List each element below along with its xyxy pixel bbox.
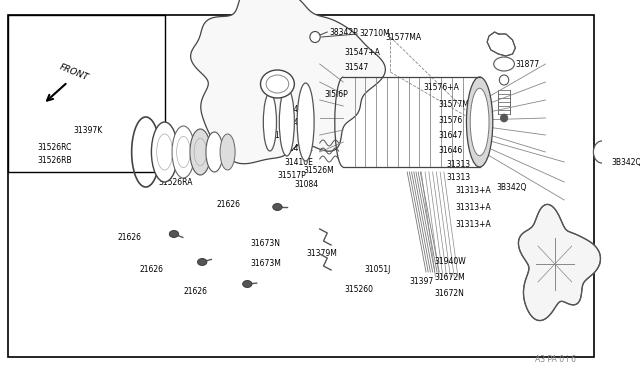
Ellipse shape: [220, 134, 235, 170]
Ellipse shape: [593, 141, 611, 163]
Ellipse shape: [493, 57, 515, 71]
Text: 31526M: 31526M: [304, 166, 335, 174]
Text: 31344: 31344: [271, 131, 295, 140]
Text: 31526RB: 31526RB: [38, 155, 72, 164]
Text: 31576: 31576: [438, 115, 463, 125]
Text: 31877: 31877: [515, 60, 540, 68]
Ellipse shape: [190, 129, 211, 175]
Text: A3 PA 0 i 6: A3 PA 0 i 6: [534, 355, 575, 364]
Ellipse shape: [297, 83, 314, 161]
Text: 31646: 31646: [438, 145, 463, 154]
Text: 31577M: 31577M: [438, 99, 469, 109]
Text: 31397K: 31397K: [74, 125, 102, 135]
Text: 21626: 21626: [118, 232, 141, 241]
Ellipse shape: [279, 88, 294, 156]
Text: 31313+A: 31313+A: [455, 202, 491, 212]
Text: 3I5I6P: 3I5I6P: [324, 90, 348, 99]
Text: 31517P: 31517P: [277, 170, 306, 180]
Text: 38342P: 38342P: [329, 28, 358, 36]
Text: 21626: 21626: [139, 264, 163, 273]
Text: 315260: 315260: [344, 285, 373, 295]
Ellipse shape: [470, 88, 489, 156]
Ellipse shape: [152, 122, 178, 182]
Text: 31397: 31397: [409, 278, 433, 286]
Text: 31547: 31547: [344, 62, 369, 71]
Ellipse shape: [273, 203, 282, 211]
Ellipse shape: [263, 93, 276, 151]
Ellipse shape: [206, 132, 223, 172]
Ellipse shape: [467, 77, 493, 167]
Text: 31673N: 31673N: [250, 240, 280, 248]
Text: 31526RA: 31526RA: [158, 177, 193, 186]
Text: FRONT: FRONT: [58, 62, 90, 82]
Text: 21626: 21626: [216, 199, 240, 208]
Ellipse shape: [172, 126, 195, 178]
Bar: [8, 15, 164, 172]
Text: 31410E: 31410E: [284, 105, 313, 113]
Text: 3B342Q: 3B342Q: [497, 183, 527, 192]
Text: 31576+A: 31576+A: [423, 83, 459, 92]
Circle shape: [500, 114, 508, 122]
Text: 31313+A: 31313+A: [455, 219, 491, 228]
Text: 31672M: 31672M: [435, 273, 465, 282]
Polygon shape: [518, 204, 600, 321]
Text: 32710M: 32710M: [359, 29, 390, 38]
Ellipse shape: [243, 280, 252, 288]
Text: 31410E: 31410E: [284, 144, 313, 153]
Polygon shape: [191, 0, 385, 164]
Ellipse shape: [260, 70, 294, 98]
Text: 31410F: 31410F: [284, 118, 312, 126]
Circle shape: [499, 75, 509, 85]
Text: 3B342Q: 3B342Q: [611, 157, 640, 167]
Ellipse shape: [169, 231, 179, 237]
Text: 31526R: 31526R: [174, 135, 204, 144]
Text: 31673M: 31673M: [250, 260, 281, 269]
Text: 31647: 31647: [438, 131, 463, 140]
Text: 31313: 31313: [447, 160, 471, 169]
Ellipse shape: [266, 75, 289, 93]
Text: 21626: 21626: [184, 288, 207, 296]
Text: 31379M: 31379M: [307, 250, 337, 259]
Text: 31547+A: 31547+A: [344, 48, 380, 57]
Text: 31084: 31084: [294, 180, 319, 189]
Text: 31313: 31313: [447, 173, 471, 182]
Ellipse shape: [198, 259, 207, 266]
Text: 31313+A: 31313+A: [455, 186, 491, 195]
Text: 31410E: 31410E: [284, 157, 313, 167]
Circle shape: [310, 32, 320, 42]
Text: 31526RC: 31526RC: [38, 142, 72, 151]
Text: 31577MA: 31577MA: [385, 32, 422, 42]
Text: 31051J: 31051J: [365, 264, 391, 273]
Text: 31940W: 31940W: [435, 257, 466, 266]
Polygon shape: [487, 32, 515, 56]
Text: 31672N: 31672N: [435, 289, 465, 298]
